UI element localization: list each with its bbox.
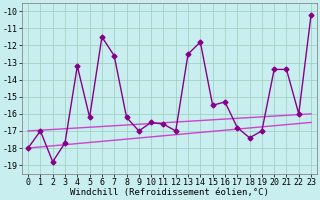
- X-axis label: Windchill (Refroidissement éolien,°C): Windchill (Refroidissement éolien,°C): [70, 188, 269, 197]
